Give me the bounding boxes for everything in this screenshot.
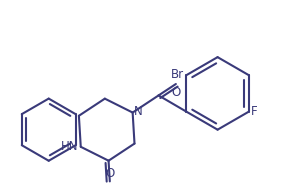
Text: HN: HN (61, 140, 79, 153)
Text: O: O (171, 86, 181, 99)
Text: F: F (251, 105, 258, 118)
Text: Br: Br (171, 68, 184, 81)
Text: N: N (134, 105, 142, 118)
Text: O: O (105, 167, 115, 180)
